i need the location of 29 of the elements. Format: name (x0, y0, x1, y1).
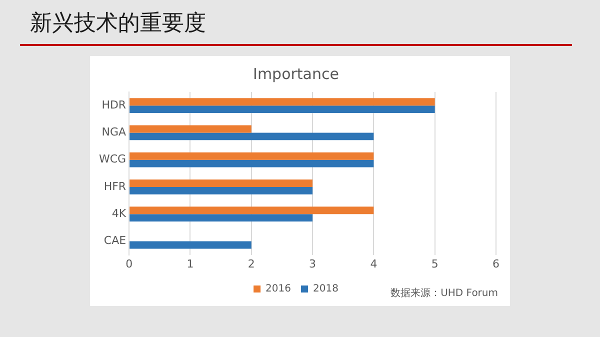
x-tick-label: 4 (370, 257, 378, 270)
y-tick-label: 4K (112, 206, 127, 220)
y-tick-label: HDR (102, 98, 126, 112)
legend-label: 2018 (313, 284, 338, 295)
legend-label: 2016 (266, 284, 292, 295)
source-note: 数据来源：UHD Forum (390, 286, 498, 300)
bar (130, 180, 313, 187)
bar (130, 132, 374, 140)
bar (130, 214, 313, 222)
x-tick-label: 6 (492, 257, 500, 270)
x-tick-label: 3 (309, 257, 316, 270)
x-tick-label: 5 (431, 257, 438, 270)
y-tick-label: HFR (104, 180, 126, 193)
y-tick-label: NGA (102, 126, 127, 139)
chart-subtitle: Importance (253, 64, 339, 83)
x-tick-label: 2 (248, 257, 255, 270)
x-tick-label: 0 (126, 257, 133, 270)
bar (130, 186, 313, 194)
bar (130, 206, 374, 214)
bar (130, 152, 374, 160)
y-tick-label: CAE (104, 234, 126, 248)
bar (130, 241, 252, 249)
y-tick-label: WCG (98, 152, 126, 166)
bar (130, 160, 374, 168)
bar (130, 106, 435, 114)
chart-title: 新兴技术的重要度 (30, 10, 206, 38)
bar (130, 125, 252, 133)
bar (130, 98, 435, 106)
x-tick-label: 1 (186, 257, 194, 270)
